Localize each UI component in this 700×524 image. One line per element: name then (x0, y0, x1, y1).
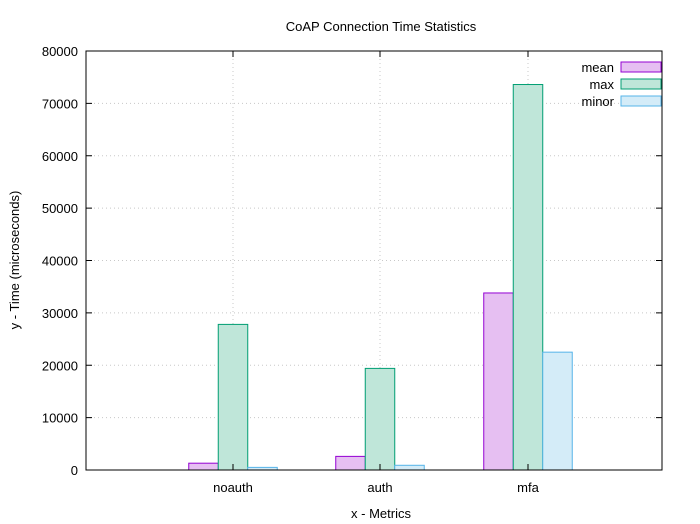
legend-swatch-minor (620, 95, 662, 107)
y-tick-label: 20000 (42, 358, 78, 373)
chart-title: CoAP Connection Time Statistics (286, 19, 477, 34)
bar-minor-auth (394, 464, 425, 471)
bar-minor-mfa (542, 351, 573, 471)
x-tick-label: noauth (213, 480, 253, 495)
legend-swatch-max (620, 78, 662, 90)
legend-label-minor: minor (581, 94, 614, 109)
x-tick-label: mfa (517, 480, 539, 495)
bar-mean-noauth (188, 462, 219, 471)
bars (188, 84, 573, 471)
y-tick-label: 70000 (42, 96, 78, 111)
bar-max-auth (364, 367, 396, 471)
legend-label-max: max (589, 77, 614, 92)
grid-lines (86, 51, 662, 470)
y-tick-label: 30000 (42, 306, 78, 321)
legend: mean max minor (581, 60, 662, 109)
legend-swatch-mean (620, 61, 662, 73)
y-tick-label: 40000 (42, 254, 78, 269)
y-tick-label: 60000 (42, 149, 78, 164)
x-axis-ticks: noauth auth mfa (213, 51, 540, 495)
bar-mean-mfa (483, 292, 514, 471)
y-tick-label: 10000 (42, 411, 78, 426)
y-axis-label: y - Time (microseconds) (7, 191, 22, 330)
legend-label-mean: mean (581, 60, 614, 75)
bar-max-mfa (512, 84, 544, 471)
x-axis-label: x - Metrics (351, 506, 411, 521)
bar-mean-auth (335, 455, 366, 471)
x-tick-label: auth (367, 480, 392, 495)
y-tick-label: 0 (71, 463, 78, 478)
bar-max-noauth (217, 323, 249, 471)
y-axis-ticks: 0 10000 20000 30000 40000 50000 60000 70000 8000… (42, 44, 662, 478)
y-tick-label: 50000 (42, 201, 78, 216)
y-tick-label: 80000 (42, 44, 78, 59)
